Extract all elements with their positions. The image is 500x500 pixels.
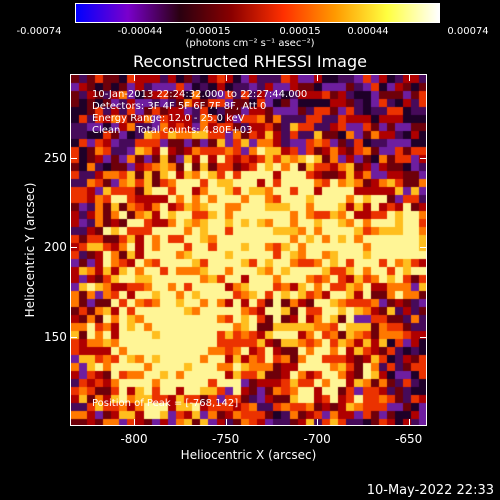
x-tick-mark — [408, 74, 410, 81]
info-algorithm: Clean Total counts: 4.80E+03 — [92, 125, 253, 136]
info-peak-position: Position of Peak = [-768,142] — [92, 398, 239, 409]
y-tick-mark — [70, 157, 77, 159]
info-detectors: Detectors: 3F 4F 5F 6F 7F 8F, Att 0 — [92, 101, 267, 112]
x-axis-label: Heliocentric X (arcsec) — [180, 448, 317, 462]
info-energy-range: Energy Range: 12.0 - 25.0 keV — [92, 113, 245, 124]
colorbar-tick-label: 0.00044 — [347, 26, 389, 37]
colorbar-tick-label: -0.00074 — [16, 26, 62, 37]
y-axis-label: Heliocentric Y (arcsec) — [23, 182, 37, 318]
x-tick-mark — [408, 419, 410, 426]
colorbar-tick-label: 0.00074 — [447, 26, 489, 37]
y-tick-mark — [70, 247, 77, 249]
y-tick-mark — [70, 336, 77, 338]
y-tick-label: 150 — [44, 329, 67, 344]
y-tick-label: 200 — [44, 240, 67, 255]
y-tick-mark — [420, 157, 427, 159]
colorbar-tick-label: -0.00044 — [117, 26, 163, 37]
colorbar-tick-label: -0.00015 — [185, 26, 231, 37]
x-tick-mark — [317, 74, 319, 81]
image-title: Reconstructed RHESSI Image — [133, 52, 367, 71]
x-tick-mark — [134, 74, 136, 81]
info-time-range: 10-Jan-2013 22:24:32.000 to 22:27:44.000 — [92, 89, 308, 100]
y-tick-mark — [420, 336, 427, 338]
x-tick-label: -800 — [120, 432, 148, 446]
colorbar-units: (photons cm⁻² s⁻¹ asec⁻²) — [185, 38, 315, 49]
y-tick-label: 250 — [44, 150, 67, 165]
x-tick-mark — [225, 419, 227, 426]
colorbar-tick-label: 0.00015 — [279, 26, 321, 37]
plot-timestamp: 10-May-2022 22:33 — [366, 483, 494, 498]
x-tick-label: -750 — [211, 432, 240, 446]
x-tick-label: -650 — [395, 432, 423, 446]
x-tick-mark — [134, 419, 136, 426]
x-tick-mark — [225, 74, 227, 81]
y-tick-mark — [420, 247, 427, 249]
colorbar — [75, 3, 440, 23]
x-tick-label: -700 — [303, 432, 331, 446]
heatmap-image — [71, 75, 426, 425]
x-tick-mark — [317, 419, 319, 426]
solar-image-plot — [70, 74, 427, 426]
